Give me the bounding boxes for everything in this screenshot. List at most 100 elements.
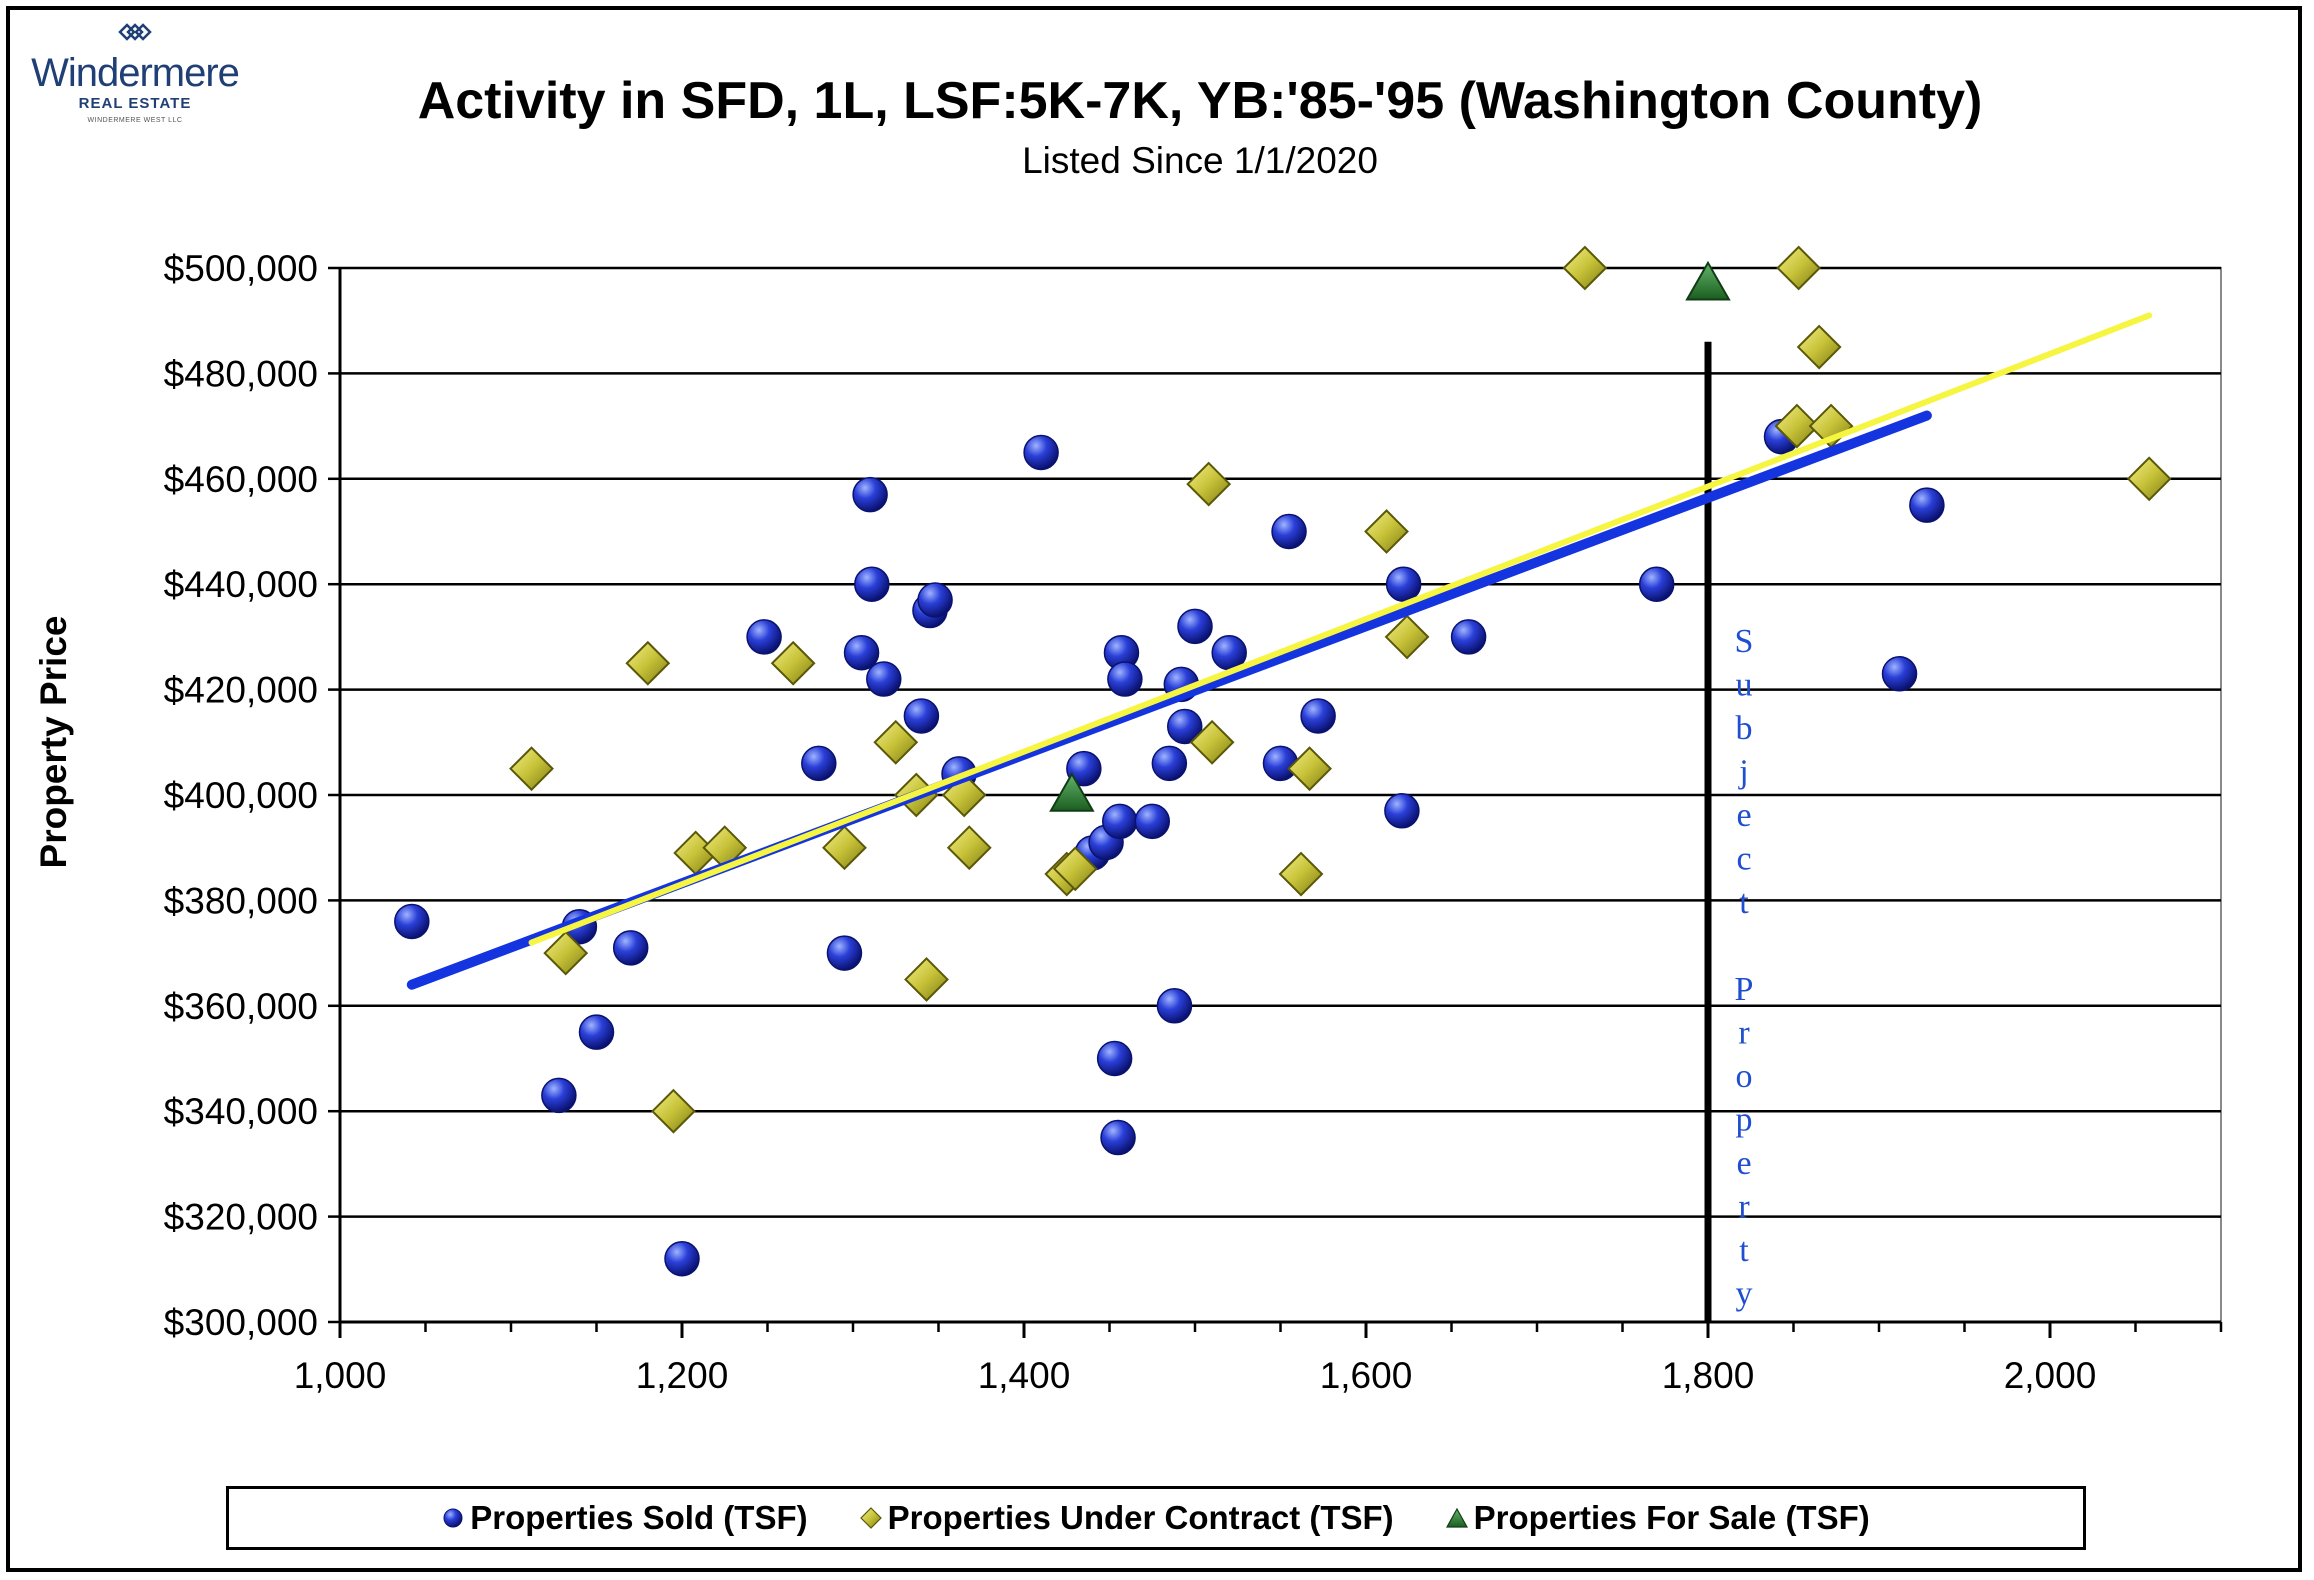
y-tick-label: $500,000	[164, 248, 318, 289]
subject-property-letter: c	[1736, 841, 1751, 878]
point-sold	[1262, 745, 1299, 782]
legend-entry-for-sale: Properties For Sale (TSF)	[1445, 1499, 1870, 1537]
y-tick-label: $400,000	[164, 775, 318, 816]
point-sold	[1100, 1119, 1136, 1156]
legend-triangle-icon	[1445, 1507, 1468, 1528]
point-sold	[917, 582, 953, 618]
point-sold	[612, 930, 649, 966]
y-tick-label: $300,000	[164, 1302, 318, 1343]
point-sold	[1385, 566, 1422, 602]
subject-property-letter: r	[1738, 1189, 1750, 1226]
point-sold	[1066, 750, 1102, 787]
point-sold	[854, 566, 890, 602]
point-sold	[1909, 487, 1945, 523]
point-sold	[578, 1014, 615, 1050]
subject-property-letter: o	[1736, 1058, 1753, 1095]
legend-entry-sold: Properties Sold (TSF)	[442, 1499, 808, 1537]
subject-property-letter: P	[1735, 971, 1754, 1008]
point-sold	[664, 1241, 700, 1277]
point-sold	[903, 698, 940, 734]
logo-company: WINDERMERE WEST LLC	[87, 117, 183, 124]
chart-frame	[6, 6, 2302, 1572]
point-under-contract	[651, 1088, 696, 1134]
point-under-contract	[625, 640, 671, 686]
point-sold	[541, 1077, 577, 1114]
subject-property-letter: t	[1739, 1232, 1749, 1269]
point-under-contract	[1796, 324, 1842, 370]
x-tick-label: 1,600	[1320, 1355, 1413, 1396]
y-tick-label: $440,000	[164, 564, 318, 605]
point-for-sale	[1685, 260, 1731, 301]
point-sold	[1271, 513, 1307, 550]
point-sold	[1638, 566, 1675, 602]
y-axis-label: Property Price	[33, 616, 74, 869]
point-under-contract	[1364, 509, 1409, 554]
point-under-contract	[946, 825, 992, 871]
y-tick-label: $460,000	[164, 459, 318, 500]
point-under-contract	[822, 825, 867, 871]
legend-diamond-icon	[859, 1507, 882, 1529]
point-sold	[1156, 988, 1193, 1024]
point-under-contract	[904, 957, 949, 1002]
point-under-contract	[1384, 614, 1430, 660]
point-under-contract	[1776, 245, 1822, 291]
subject-property-letter: t	[1739, 884, 1749, 921]
x-tick-label: 1,000	[294, 1355, 387, 1396]
y-tick-label: $420,000	[164, 670, 318, 711]
point-under-contract	[1278, 851, 1324, 897]
point-under-contract	[509, 746, 554, 792]
x-tick-label: 1,800	[1662, 1355, 1755, 1396]
y-tick-label: $360,000	[164, 986, 318, 1027]
x-tick-label: 1,200	[636, 1355, 729, 1396]
point-sold	[1151, 745, 1188, 782]
legend-circle-icon	[443, 1508, 463, 1528]
point-sold	[1300, 698, 1336, 734]
point-sold	[852, 476, 888, 513]
chart-legend: Properties Sold (TSF) Properties Under C…	[226, 1486, 2086, 1550]
point-sold	[866, 661, 902, 697]
legend-entry-under-contract: Properties Under Contract (TSF)	[859, 1499, 1394, 1537]
point-under-contract	[1052, 846, 1098, 892]
legend-label-under-contract: Properties Under Contract (TSF)	[887, 1499, 1394, 1536]
subject-property-letter: u	[1736, 667, 1753, 704]
point-under-contract	[1189, 719, 1235, 765]
legend-label-sold: Properties Sold (TSF)	[470, 1499, 808, 1536]
subject-property-letter: e	[1736, 797, 1751, 834]
y-tick-label: $340,000	[164, 1091, 318, 1132]
subject-property-letter: b	[1736, 710, 1753, 747]
point-sold	[1096, 1040, 1133, 1077]
trendline-under-contract	[528, 312, 2153, 946]
subject-property-letter: p	[1736, 1102, 1753, 1139]
x-tick-label: 1,400	[978, 1355, 1071, 1396]
point-under-contract	[1774, 403, 1820, 449]
y-tick-label: $480,000	[164, 353, 318, 394]
point-under-contract	[873, 719, 919, 765]
subject-property-letter: y	[1736, 1276, 1753, 1313]
point-sold	[801, 745, 837, 782]
point-sold	[1107, 661, 1143, 697]
point-sold	[1881, 656, 1918, 692]
point-sold	[1166, 708, 1203, 745]
point-sold	[826, 935, 863, 971]
logo-diamond-icon	[118, 23, 152, 41]
point-sold	[394, 903, 430, 940]
windermere-logo: Windermere REAL ESTATE WINDERMERE WEST L…	[20, 18, 250, 129]
point-sold	[1023, 434, 1059, 471]
point-under-contract	[1186, 461, 1232, 507]
x-tick-label: 2,000	[2004, 1355, 2097, 1396]
point-under-contract	[2126, 456, 2172, 502]
chart-subtitle: Listed Since 1/1/2020	[1022, 140, 1378, 181]
logo-brand: Windermere	[31, 51, 240, 95]
point-under-contract	[1287, 746, 1332, 792]
legend-label-for-sale: Properties For Sale (TSF)	[1473, 1499, 1870, 1536]
subject-property-letter: S	[1735, 623, 1754, 660]
logo-subtitle: REAL ESTATE	[78, 95, 192, 112]
point-sold	[843, 634, 880, 671]
subject-property-letter: j	[1738, 754, 1748, 791]
y-tick-label: $380,000	[164, 880, 318, 921]
point-sold	[1450, 619, 1487, 655]
point-sold	[1384, 793, 1420, 829]
subject-property-letter: e	[1736, 1145, 1751, 1182]
point-sold	[1177, 608, 1213, 645]
